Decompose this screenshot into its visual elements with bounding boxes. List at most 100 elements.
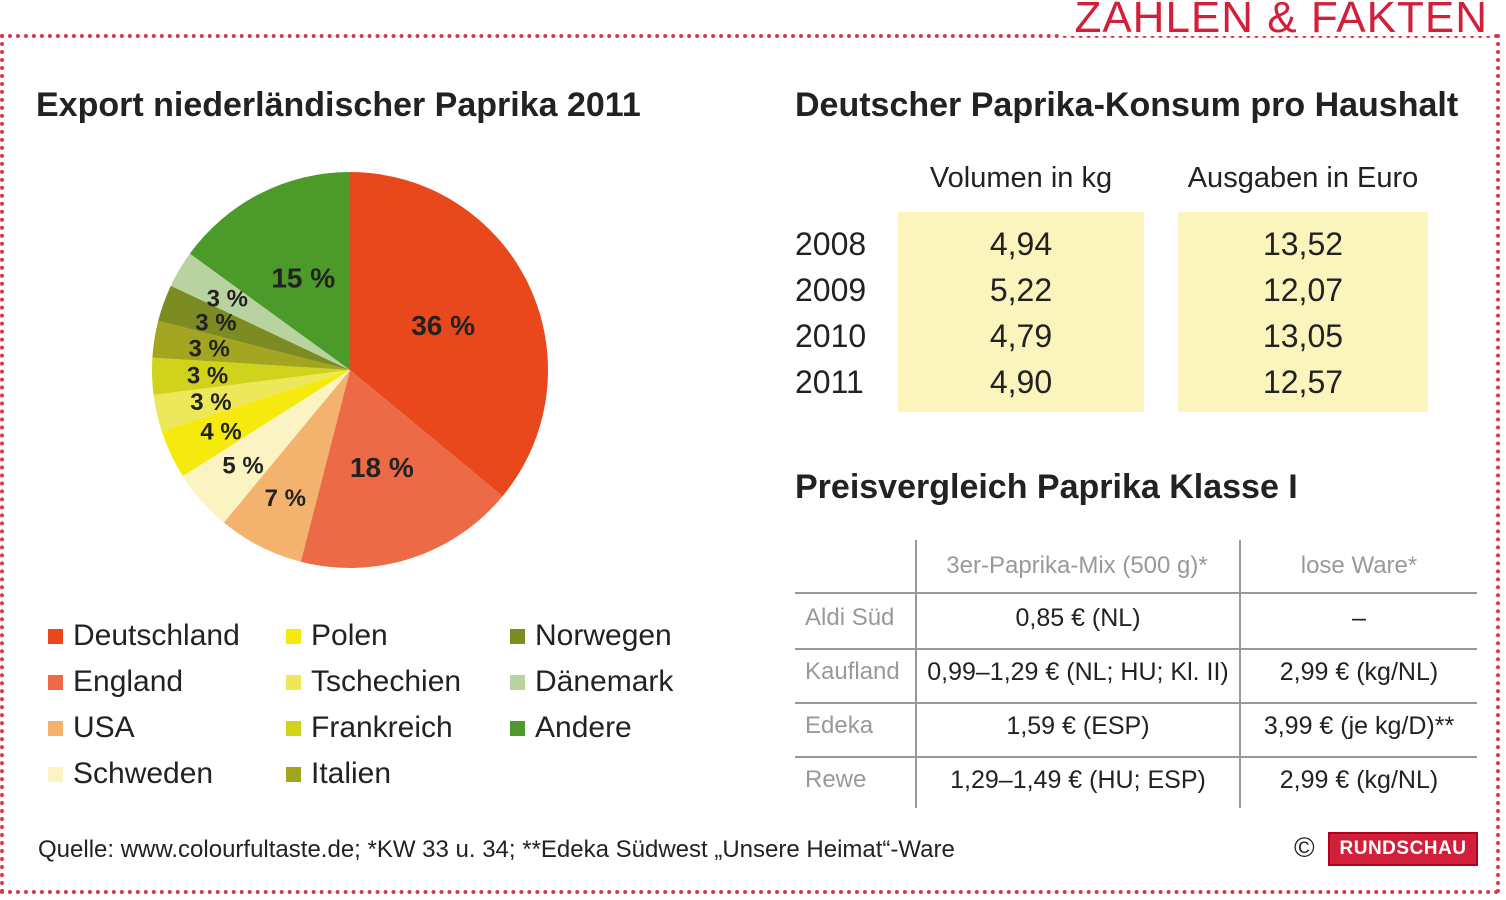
pie-slice-italien: [152, 320, 350, 370]
consumption-spending-value: 13,05: [1262, 318, 1344, 354]
price-col-mix: 3er-Paprika-Mix (500 g)*: [946, 552, 1208, 579]
consumption-volume-value: 4,94: [989, 226, 1053, 262]
price-row-divider: [795, 592, 1477, 594]
legend-swatch: [48, 674, 63, 690]
pie-slice-schweden: [182, 370, 350, 523]
legend-label: Dänemark: [535, 665, 674, 698]
consumption-spending-value: 12,57: [1262, 364, 1344, 400]
legend-item: Andere: [510, 710, 632, 746]
consumption-year: 2011: [795, 364, 864, 400]
legend-label: Andere: [535, 711, 632, 744]
pie-data-label: 3 %: [195, 310, 236, 337]
pie-data-label: 3 %: [187, 362, 228, 389]
brand-title: ZAHLEN & FAKTEN: [1060, 0, 1494, 42]
legend-label: Norwegen: [535, 619, 672, 652]
pie-data-label: 15 %: [271, 262, 335, 293]
legend-item: Dänemark: [510, 664, 673, 700]
price-divider: [915, 540, 917, 808]
legend-swatch: [510, 720, 525, 736]
legend-item: Polen: [286, 618, 388, 654]
spending-panel: [1178, 212, 1428, 412]
price-store-name: Aldi Süd: [805, 604, 895, 631]
consumption-volume-value: 5,22: [989, 272, 1053, 308]
legend-swatch: [48, 720, 63, 736]
legend-label: Tschechien: [311, 665, 462, 698]
pie-slice-frankreich: [152, 357, 350, 395]
legend-swatch: [286, 628, 301, 644]
price-loose-value: 3,99 € (je kg/D)**: [1263, 712, 1455, 740]
consumption-volume-value: 4,90: [989, 364, 1053, 400]
legend-label: England: [73, 665, 184, 698]
volume-panel: [898, 212, 1144, 412]
price-mix-value: 0,99–1,29 € (NL; HU; Kl. II): [927, 658, 1229, 686]
source-note: Quelle: www.colourfultaste.de; *KW 33 u.…: [38, 836, 955, 863]
legend-item: England: [48, 664, 183, 700]
consumption-spending-value: 12,07: [1262, 272, 1344, 308]
price-divider: [1239, 540, 1241, 808]
pie-data-label: 3 %: [190, 389, 231, 416]
legend-item: Schweden: [48, 756, 213, 792]
legend-label: Polen: [311, 619, 388, 652]
legend-swatch: [48, 766, 63, 782]
price-store-name: Edeka: [805, 712, 874, 739]
legend-item: Tschechien: [286, 664, 461, 700]
price-mix-value: 1,59 € (ESP): [1006, 712, 1150, 740]
legend-label: Schweden: [73, 757, 214, 790]
legend-label: Frankreich: [311, 711, 453, 744]
price-loose-value: 2,99 € (kg/NL): [1279, 658, 1439, 686]
pie-slice-deutschland: [350, 172, 548, 497]
pie-data-label: 3 %: [189, 336, 230, 363]
legend-swatch: [286, 766, 301, 782]
legend-swatch: [48, 628, 63, 644]
consumption-col-volume: Volumen in kg: [929, 162, 1113, 194]
price-table-title: Preisvergleich Paprika Klasse I: [795, 468, 1298, 506]
price-store-name: Kaufland: [805, 658, 900, 685]
legend-item: USA: [48, 710, 135, 746]
dotted-frame: [0, 34, 1500, 894]
pie-data-label: 5 %: [222, 452, 263, 479]
pie-slice-andere: [189, 172, 350, 370]
consumption-volume-value: 4,79: [989, 318, 1053, 354]
legend-item: Italien: [286, 756, 391, 792]
price-store-name: Rewe: [805, 766, 867, 793]
pie-legend: Deutschland England USA Schweden Polen Tschec…: [48, 618, 748, 808]
legend-swatch: [286, 720, 301, 736]
consumption-table-title: Deutscher Paprika-Konsum pro Haushalt: [795, 86, 1459, 124]
pie-chart-title: Export niederländischer Paprika 2011: [36, 86, 641, 124]
copyright-symbol: ©: [1294, 832, 1315, 863]
price-mix-value: 1,29–1,49 € (HU; ESP): [950, 766, 1206, 794]
pie-data-label: 18 %: [350, 452, 414, 483]
legend-swatch: [510, 628, 525, 644]
price-loose-value: 2,99 € (kg/NL): [1279, 766, 1439, 794]
price-col-loose: lose Ware*: [1300, 552, 1418, 579]
pie-data-label: 4 %: [200, 419, 241, 446]
price-row-divider: [795, 648, 1477, 650]
price-table: 3er-Paprika-Mix (500 g)* lose Ware* Aldi…: [795, 540, 1477, 808]
rundschau-logo: RUNDSCHAU: [1328, 832, 1478, 866]
legend-label: Deutschland: [73, 619, 240, 652]
pie-chart: 36 %18 %7 %5 %4 %3 %3 %3 %3 %3 %15 %: [152, 172, 548, 568]
price-loose-value: –: [1352, 604, 1366, 632]
price-mix-value: 0,85 € (NL): [1015, 604, 1141, 632]
price-row-divider: [795, 756, 1477, 758]
consumption-spending-value: 13,52: [1262, 226, 1344, 262]
consumption-year: 2009: [795, 272, 867, 308]
legend-label: Italien: [311, 757, 392, 790]
legend-swatch: [286, 674, 301, 690]
pie-slice-england: [300, 370, 503, 568]
price-row-divider: [795, 702, 1477, 704]
pie-slice-dänemark: [170, 253, 350, 370]
pie-data-label: 36 %: [411, 310, 475, 341]
pie-slice-norwegen: [158, 285, 350, 370]
pie-data-label: 7 %: [265, 485, 306, 512]
pie-slice-tschechien: [153, 370, 350, 432]
legend-item: Frankreich: [286, 710, 453, 746]
consumption-col-spending: Ausgaben in Euro: [1187, 162, 1419, 194]
legend-label: USA: [73, 711, 135, 744]
consumption-year: 2008: [795, 226, 867, 262]
pie-slice-usa: [223, 370, 350, 562]
legend-item: Deutschland: [48, 618, 240, 654]
legend-swatch: [510, 674, 525, 690]
pie-slice-polen: [161, 370, 350, 477]
legend-item: Norwegen: [510, 618, 672, 654]
